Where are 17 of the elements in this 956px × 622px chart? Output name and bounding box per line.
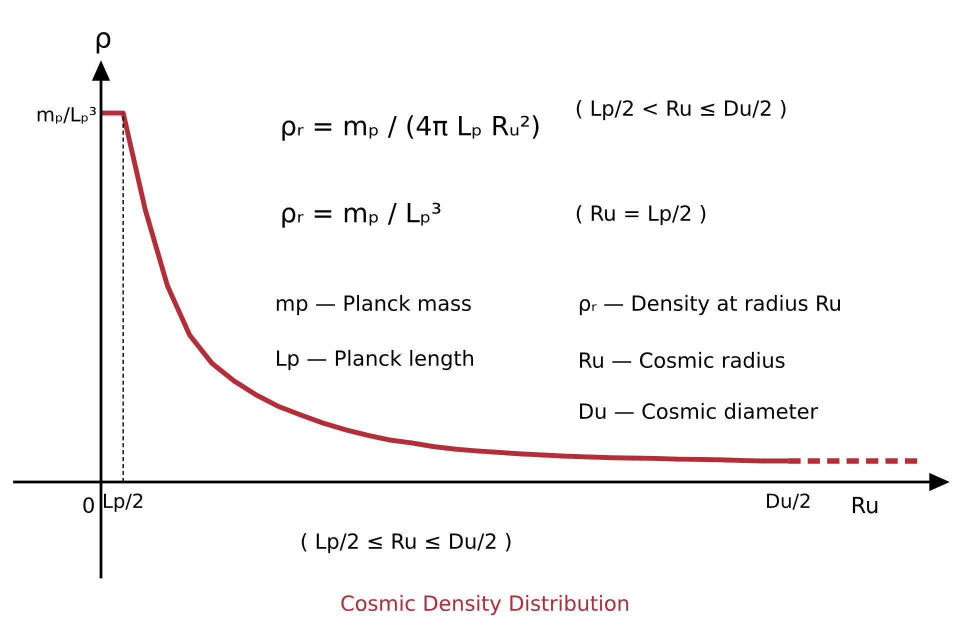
annotation: Ru — Cosmic radius — [580, 352, 785, 368]
y-axis-title: ρ — [96, 32, 110, 54]
annotation: Du — Cosmic diameter — [580, 402, 818, 420]
annotation: ( Lp/2 < Ru ≤ Du/2 ) — [576, 100, 786, 120]
x-tick-label: Du/2 — [767, 493, 810, 510]
text: 0 — [83, 497, 94, 514]
annotation: ( Ru = Lp/2 ) — [576, 204, 706, 226]
text: Cosmic Density Distribution — [341, 594, 628, 616]
annotation: Lp — Planck length — [277, 350, 474, 370]
x-tick-label: Lp/2 — [104, 493, 142, 512]
annotation: ρᵣ = mₚ / (4π Lₚ Rᵤ²) — [282, 115, 539, 141]
annotation: ρᵣ — Density at radius Ru — [580, 294, 840, 316]
annotation: ρᵣ = mₚ / Lₚ³ — [282, 202, 440, 228]
x-axis-title: Ru — [852, 496, 878, 514]
annotation: mₚ/Lₚ³ — [38, 106, 96, 124]
text: ( Lp/2 ≤ Ru ≤ Du/2 ) — [302, 532, 510, 554]
annotation: mp — Planck mass — [276, 294, 471, 316]
